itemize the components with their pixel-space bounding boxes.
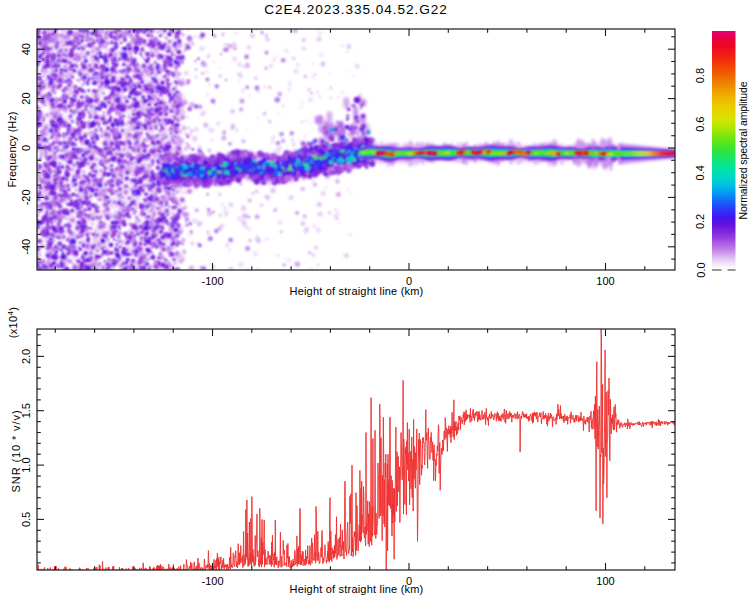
- svg-text:Height of straight line (km): Height of straight line (km): [290, 285, 424, 297]
- svg-text:100: 100: [596, 575, 614, 587]
- svg-text:2.0: 2.0: [20, 349, 32, 364]
- svg-text:Normalized spectral amplitude: Normalized spectral amplitude: [737, 81, 749, 219]
- svg-text:(x104): (x104): [6, 307, 20, 338]
- svg-text:1.5: 1.5: [20, 403, 32, 418]
- svg-text:0.2: 0.2: [695, 214, 707, 229]
- svg-text:0.5: 0.5: [20, 512, 32, 527]
- svg-text:-20: -20: [20, 189, 32, 205]
- svg-text:0: 0: [20, 145, 32, 151]
- svg-text:0.8: 0.8: [695, 68, 707, 83]
- svg-text:0.4: 0.4: [695, 165, 707, 180]
- svg-text:-100: -100: [201, 575, 223, 587]
- svg-text:100: 100: [596, 275, 614, 287]
- svg-text:1.0: 1.0: [20, 457, 32, 472]
- svg-text:0.0: 0.0: [695, 262, 707, 277]
- svg-text:SNR (10 * v/v): SNR (10 * v/v): [10, 410, 22, 493]
- svg-text:Frequency (Hz): Frequency (Hz): [6, 112, 18, 188]
- svg-text:Height of straight line (km): Height of straight line (km): [290, 583, 424, 595]
- svg-text:-40: -40: [20, 239, 32, 255]
- svg-text:C2E4.2023.335.04.52.G22: C2E4.2023.335.04.52.G22: [264, 2, 448, 17]
- svg-text:0.6: 0.6: [695, 117, 707, 132]
- svg-text:40: 40: [20, 43, 32, 55]
- svg-text:-100: -100: [201, 275, 223, 287]
- svg-text:20: 20: [20, 92, 32, 104]
